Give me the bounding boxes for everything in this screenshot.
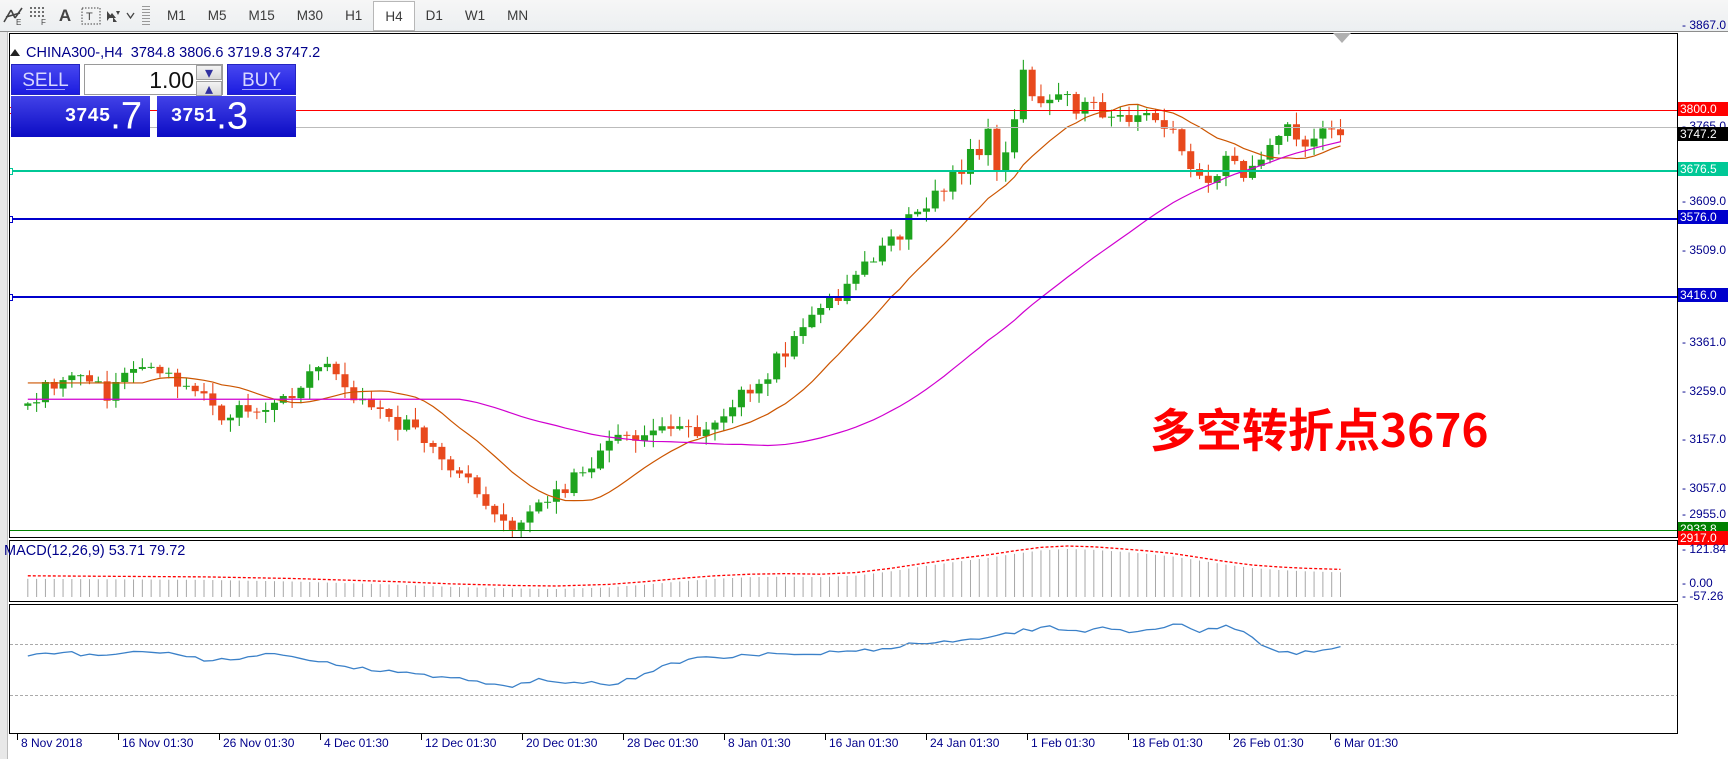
svg-text:T: T (86, 11, 93, 23)
svg-text:F: F (41, 18, 46, 26)
svg-text:E: E (16, 18, 21, 26)
